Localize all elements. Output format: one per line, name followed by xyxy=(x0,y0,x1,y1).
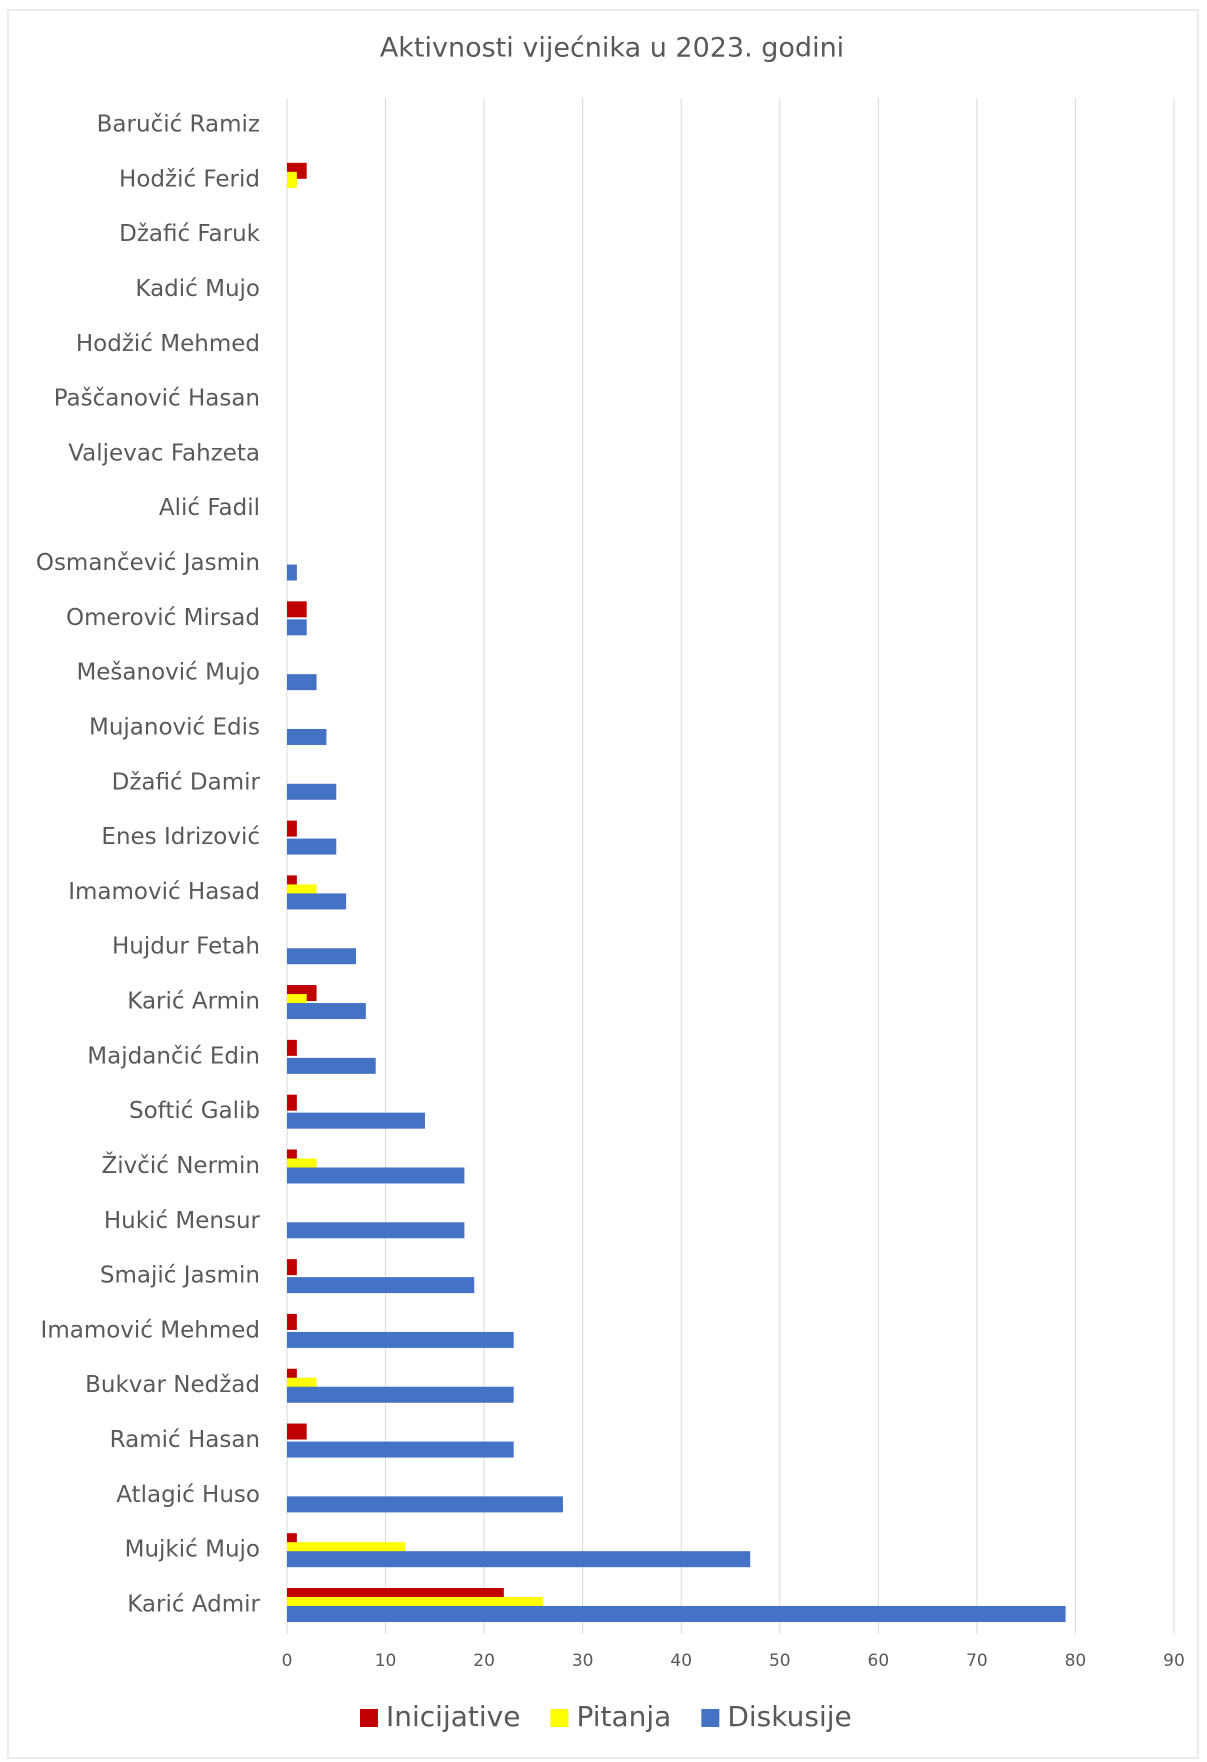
bar xyxy=(287,171,297,188)
x-tick-label: 50 xyxy=(769,1651,791,1671)
bar xyxy=(287,1441,514,1458)
x-tick-label: 10 xyxy=(375,1651,397,1671)
y-tick-label: Osmančević Jasmin xyxy=(36,550,260,576)
x-tick-label: 60 xyxy=(868,1651,890,1671)
y-tick-label: Smajić Jasmin xyxy=(100,1263,260,1289)
y-tick-label: Alić Fadil xyxy=(159,495,260,521)
y-tick-label: Ramić Hasan xyxy=(110,1427,260,1453)
x-tick-label: 20 xyxy=(473,1651,495,1671)
y-tick-label: Softić Galib xyxy=(129,1098,260,1124)
bar xyxy=(287,728,327,745)
legend-swatch xyxy=(701,1709,720,1727)
chart-frame xyxy=(7,9,1199,1759)
x-tick-label: 80 xyxy=(1065,1651,1087,1671)
y-tick-label: Omerović Mirsad xyxy=(66,605,260,631)
legend-label: Inicijative xyxy=(386,1700,520,1733)
bar xyxy=(287,1094,297,1111)
x-tick-label: 40 xyxy=(670,1651,692,1671)
x-tick-label: 70 xyxy=(966,1651,988,1671)
y-tick-label: Bukvar Nedžad xyxy=(85,1372,260,1398)
legend-swatch xyxy=(360,1709,378,1727)
y-tick-label: Baručić Ramiz xyxy=(97,112,260,138)
y-tick-label: Mujanović Edis xyxy=(89,714,260,740)
bar xyxy=(287,948,356,965)
x-tick-label: 0 xyxy=(282,1651,293,1671)
y-tick-label: Karić Admir xyxy=(127,1592,260,1618)
x-tick-label: 90 xyxy=(1163,1651,1185,1671)
y-tick-label: Živčić Nermin xyxy=(101,1151,260,1179)
bar xyxy=(287,619,307,636)
bar xyxy=(287,1112,425,1129)
bar xyxy=(287,1386,514,1403)
x-tick-label: 30 xyxy=(572,1651,594,1671)
bar xyxy=(287,1496,563,1513)
y-tick-label: Hodžić Ferid xyxy=(119,166,260,192)
y-tick-label: Enes Idrizović xyxy=(101,824,260,850)
bar xyxy=(287,1057,376,1074)
bar xyxy=(287,601,307,618)
bar xyxy=(287,1331,514,1348)
y-tick-label: Valjevac Fahzeta xyxy=(68,440,260,466)
y-tick-label: Hukić Mensur xyxy=(104,1208,261,1234)
bar xyxy=(287,783,337,800)
bar xyxy=(287,1423,307,1440)
legend-label: Pitanja xyxy=(576,1700,671,1733)
y-tick-label: Paščanović Hasan xyxy=(54,386,260,412)
bar xyxy=(287,875,297,892)
bar xyxy=(287,1606,1066,1622)
legend-swatch xyxy=(550,1709,569,1727)
bar xyxy=(287,1039,297,1056)
bar xyxy=(287,1167,465,1184)
bar xyxy=(287,564,297,581)
y-tick-label: Džafić Faruk xyxy=(119,221,261,247)
y-tick-label: Mešanović Mujo xyxy=(76,660,260,686)
bar xyxy=(287,1003,366,1020)
y-tick-label: Kadić Mujo xyxy=(135,276,260,302)
y-tick-label: Atlagić Huso xyxy=(116,1482,260,1508)
bar xyxy=(287,1368,297,1385)
y-tick-label: Hujdur Fetah xyxy=(112,934,260,960)
y-tick-label: Karić Armin xyxy=(127,989,260,1015)
bar xyxy=(287,1533,297,1550)
bar xyxy=(287,1277,475,1294)
bar xyxy=(287,893,347,910)
y-tick-label: Imamović Hasad xyxy=(68,879,260,905)
y-tick-label: Mujkić Mujo xyxy=(125,1537,260,1563)
bar xyxy=(287,1259,297,1276)
legend-label: Diskusije xyxy=(727,1700,851,1733)
bar xyxy=(287,1313,297,1330)
bar xyxy=(287,1551,751,1568)
bar xyxy=(287,1222,465,1239)
chart-title: Aktivnosti vijećnika u 2023. godini xyxy=(380,33,844,64)
y-tick-label: Džafić Damir xyxy=(112,769,261,795)
y-tick-label: Imamović Mehmed xyxy=(41,1317,260,1343)
bar xyxy=(287,838,337,855)
y-tick-label: Majdančić Edin xyxy=(87,1043,260,1069)
bar xyxy=(287,1149,297,1166)
bar xyxy=(287,820,297,837)
y-tick-label: Hodžić Mehmed xyxy=(76,331,260,357)
bar xyxy=(287,674,317,691)
